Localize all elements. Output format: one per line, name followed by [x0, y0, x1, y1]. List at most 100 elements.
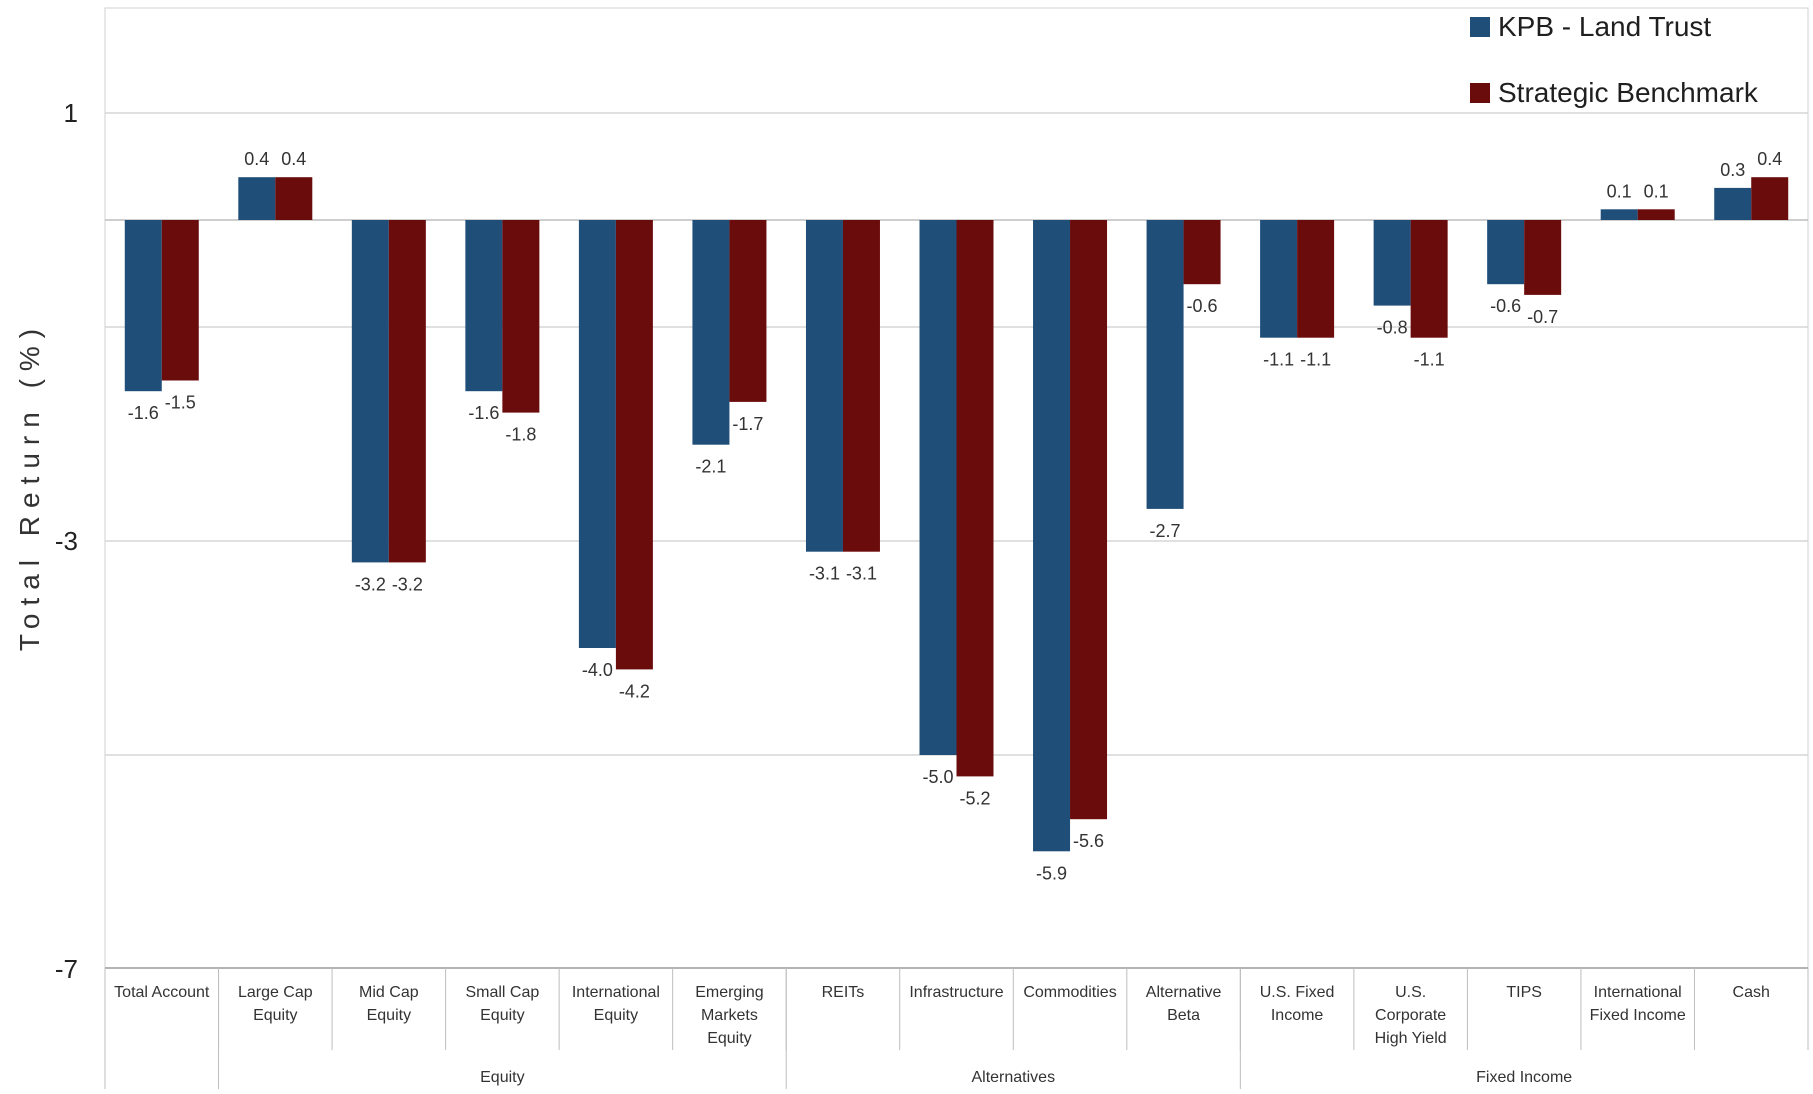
data-label-kpb: 0.3 [1720, 160, 1745, 180]
data-label-kpb: -4.0 [582, 660, 613, 680]
data-label-kpb: -5.0 [922, 767, 953, 787]
legend-swatch-kpb [1470, 17, 1490, 37]
bar-kpb [1714, 187, 1752, 220]
group-label: Fixed Income [1476, 1069, 1572, 1086]
y-tick-label: -7 [55, 954, 78, 984]
x-tick-label: Total Account [114, 984, 210, 1001]
data-label-kpb: 0.1 [1607, 181, 1632, 201]
x-tick-label: Cash [1733, 984, 1770, 1001]
bar-benchmark [729, 220, 767, 402]
x-tick-label: Equity [594, 1007, 638, 1024]
bar-benchmark [1637, 209, 1675, 220]
data-label-kpb: -0.8 [1377, 318, 1408, 338]
legend-item-benchmark: Strategic Benchmark [1470, 76, 1758, 110]
bar-kpb [919, 220, 957, 755]
data-label-kpb: -2.7 [1150, 521, 1181, 541]
legend-label-benchmark: Strategic Benchmark [1498, 77, 1758, 108]
bar-benchmark [502, 220, 540, 413]
bar-kpb [578, 220, 616, 648]
data-label-benchmark: -0.6 [1187, 296, 1218, 316]
data-label-benchmark: -3.1 [846, 564, 877, 584]
bar-benchmark [615, 220, 653, 670]
x-tick-label: Emerging [695, 984, 763, 1001]
bar-benchmark [161, 220, 199, 381]
data-label-benchmark: -1.5 [165, 393, 196, 413]
data-label-kpb: 0.4 [244, 149, 269, 169]
x-tick-label: International [572, 984, 660, 1001]
x-tick-label: Small Cap [465, 984, 539, 1001]
x-tick-label: Large Cap [238, 984, 313, 1001]
data-label-benchmark: 0.4 [281, 149, 306, 169]
data-label-benchmark: -1.8 [505, 425, 536, 445]
data-label-benchmark: -1.1 [1300, 350, 1331, 370]
y-axis-label: Total Return (%) [14, 320, 45, 652]
x-tick-label: Beta [1167, 1007, 1200, 1024]
x-tick-label: Mid Cap [359, 984, 419, 1001]
data-label-benchmark: -4.2 [619, 681, 650, 701]
data-label-kpb: -1.6 [468, 403, 499, 423]
y-tick-label: -3 [55, 526, 78, 556]
x-tick-label: U.S. Fixed [1260, 984, 1335, 1001]
x-tick-label: High Yield [1375, 1030, 1447, 1047]
x-tick-label: Alternative [1146, 984, 1222, 1001]
bar-benchmark [1410, 220, 1448, 338]
x-tick-label: Equity [367, 1007, 411, 1024]
legend-item-kpb: KPB - Land Trust [1470, 10, 1758, 44]
data-label-kpb: -3.1 [809, 564, 840, 584]
x-tick-label: Equity [253, 1007, 297, 1024]
bar-kpb [692, 220, 730, 445]
data-label-benchmark: -5.6 [1073, 831, 1104, 851]
legend-swatch-benchmark [1470, 83, 1490, 103]
data-label-kpb: -2.1 [695, 457, 726, 477]
bar-benchmark [956, 220, 994, 777]
bar-kpb [1033, 220, 1071, 852]
data-label-benchmark: 0.4 [1757, 149, 1782, 169]
x-tick-label: Income [1271, 1007, 1324, 1024]
bar-benchmark [1297, 220, 1335, 338]
y-tick-label: 1 [64, 98, 78, 128]
legend: KPB - Land Trust Strategic Benchmark [1470, 10, 1758, 142]
bar-kpb [1373, 220, 1411, 306]
bar-kpb [465, 220, 503, 392]
x-tick-label: Fixed Income [1590, 1007, 1686, 1024]
x-tick-label: Corporate [1375, 1007, 1446, 1024]
data-label-kpb: -3.2 [355, 574, 386, 594]
bar-benchmark [842, 220, 880, 552]
legend-label-kpb: KPB - Land Trust [1498, 11, 1712, 42]
data-label-benchmark: -1.7 [732, 414, 763, 434]
group-label: Equity [480, 1069, 524, 1086]
bar-kpb [1260, 220, 1298, 338]
data-label-kpb: -5.9 [1036, 863, 1067, 883]
x-tick-label: Equity [480, 1007, 524, 1024]
bar-kpb [351, 220, 389, 563]
data-label-kpb: -1.6 [128, 403, 159, 423]
x-tick-label: Equity [707, 1030, 751, 1047]
x-tick-label: Commodities [1023, 984, 1116, 1001]
data-label-kpb: -1.1 [1263, 350, 1294, 370]
bar-benchmark [1751, 177, 1789, 220]
bar-kpb [1146, 220, 1184, 509]
x-tick-label: Infrastructure [909, 984, 1003, 1001]
x-tick-label: Markets [701, 1007, 758, 1024]
bar-benchmark [388, 220, 426, 563]
x-tick-label: REITs [822, 984, 865, 1001]
bar-benchmark [1070, 220, 1108, 820]
bar-benchmark [1524, 220, 1562, 295]
x-tick-label: International [1594, 984, 1682, 1001]
bar-kpb [805, 220, 843, 552]
data-label-kpb: -0.6 [1490, 296, 1521, 316]
bar-benchmark [1183, 220, 1221, 285]
x-tick-label: TIPS [1506, 984, 1542, 1001]
group-label: Alternatives [971, 1069, 1055, 1086]
data-label-benchmark: -1.1 [1414, 350, 1445, 370]
bar-benchmark [275, 177, 313, 220]
data-label-benchmark: -5.2 [959, 788, 990, 808]
data-label-benchmark: 0.1 [1644, 181, 1669, 201]
bar-kpb [238, 177, 276, 220]
data-label-benchmark: -0.7 [1527, 307, 1558, 327]
bar-kpb [1600, 209, 1638, 220]
bar-kpb [1487, 220, 1525, 285]
bar-kpb [124, 220, 162, 392]
